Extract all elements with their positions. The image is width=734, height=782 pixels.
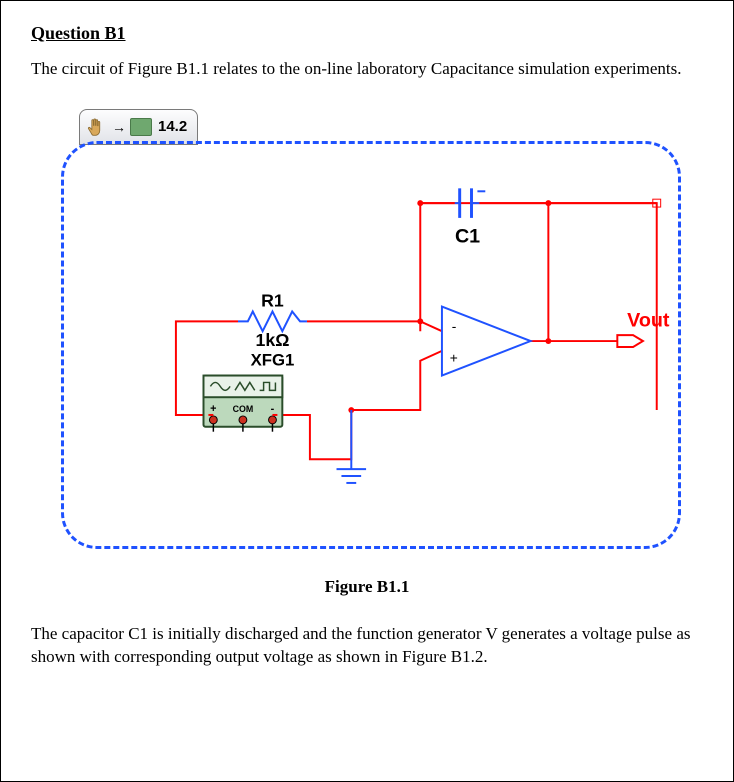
question-title: Question B1: [31, 23, 703, 44]
sim-tab: → 14.2: [79, 109, 198, 145]
arrow-icon: →: [112, 119, 126, 135]
c1-label: C1: [455, 225, 480, 247]
fg-minus: -: [271, 403, 275, 415]
function-generator: + COM -: [204, 375, 283, 431]
r1-value: 1kΩ: [256, 330, 290, 350]
r1-ref: XFG1: [251, 351, 295, 370]
chip-icon: [130, 118, 152, 136]
vout-label: Vout: [627, 309, 670, 331]
circuit-svg: R1 1kΩ XFG1 C1 - +: [64, 144, 678, 546]
figure-b1-1: → 14.2: [61, 109, 681, 549]
r1-label: R1: [261, 291, 284, 311]
tab-number: 14.2: [158, 118, 187, 135]
fg-com: COM: [233, 404, 254, 414]
opamp-plus: +: [450, 351, 458, 366]
fg-plus: +: [210, 403, 216, 415]
cursor-hand-icon: [86, 117, 106, 137]
outro-text: The capacitor C1 is initially discharged…: [31, 623, 703, 669]
figure-caption: Figure B1.1: [31, 577, 703, 597]
opamp-minus: -: [452, 319, 457, 334]
intro-text: The circuit of Figure B1.1 relates to th…: [31, 58, 703, 81]
circuit-panel: R1 1kΩ XFG1 C1 - +: [61, 141, 681, 549]
